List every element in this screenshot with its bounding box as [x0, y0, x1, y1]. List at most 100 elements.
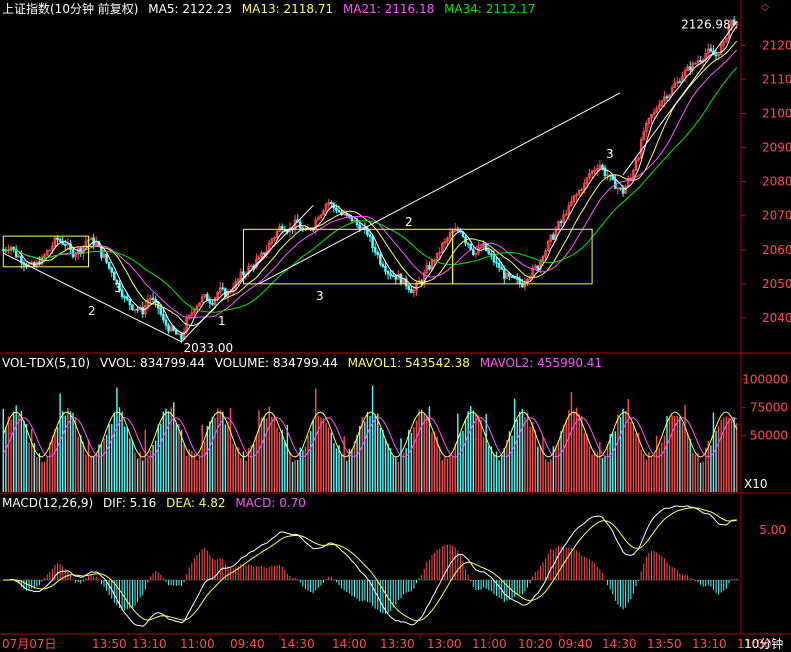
candle-body — [603, 167, 607, 176]
candle-body — [198, 302, 201, 307]
price-tick-label: 2100 — [762, 106, 791, 120]
macd-tick-label: 5.00 — [759, 523, 786, 537]
mavol1-line — [2, 411, 738, 458]
price-tick-label: 2110 — [762, 72, 791, 86]
candle-body — [428, 265, 431, 270]
candle-body — [541, 255, 545, 261]
candle-body — [660, 100, 664, 106]
candle-body — [502, 269, 506, 279]
candle-body — [706, 48, 710, 54]
candle-body — [469, 243, 473, 251]
mavol2-line — [2, 417, 737, 458]
candle-body — [479, 247, 483, 249]
trend-line — [3, 252, 182, 343]
high-price-label: 2126.98 — [681, 17, 731, 31]
candle-body — [585, 177, 589, 184]
candle-body — [474, 252, 478, 255]
consolidation-box — [452, 228, 593, 285]
candle-body — [663, 96, 666, 102]
candle-body — [595, 168, 599, 171]
candle-body — [133, 308, 137, 311]
macd-indicator-name: MACD(12,26,9) — [2, 496, 94, 510]
volume-tick-label: 75000 — [750, 400, 788, 414]
candle-body — [379, 254, 382, 265]
price-tick-label: 2060 — [762, 243, 791, 257]
wave-label: 1 — [218, 314, 226, 328]
volume-panel-header: VOL-TDX(5,10) VVOL: 834799.44 VOLUME: 83… — [2, 355, 608, 371]
candle-body — [647, 117, 651, 124]
candle-body — [151, 297, 155, 300]
candle-body — [482, 242, 485, 248]
volume-multiplier-label: X10 — [744, 477, 768, 491]
candle-body — [322, 210, 325, 216]
candle-body — [559, 221, 563, 224]
ma5-line — [3, 25, 738, 335]
candle-body — [190, 312, 194, 316]
candle-body — [53, 237, 57, 247]
candle-body — [128, 298, 132, 306]
price-tick-label: 2050 — [762, 277, 791, 291]
macd-panel-header: MACD(12,26,9) DIF: 5.16 DEA: 4.82 MACD: … — [2, 495, 312, 511]
candle-body — [94, 241, 98, 246]
candle-body — [471, 249, 475, 255]
candle-body — [616, 187, 620, 190]
candle-body — [162, 313, 165, 321]
candle-body — [9, 246, 13, 251]
diamond-marker-icon[interactable]: ◇ — [761, 2, 769, 13]
candle-body — [149, 297, 152, 301]
price-tick-label: 2070 — [762, 209, 791, 223]
candle-body — [394, 275, 398, 280]
x-axis-label: 13:10 — [692, 637, 727, 651]
candle-body — [216, 292, 219, 299]
candle-body — [611, 175, 615, 181]
candle-body — [688, 66, 692, 71]
candle-body — [676, 81, 679, 84]
ma13-line — [3, 40, 738, 327]
candle-body — [113, 271, 116, 281]
candle-body — [722, 41, 726, 46]
candle-body — [211, 302, 214, 305]
candle-body — [694, 62, 697, 65]
candle-body — [552, 234, 555, 240]
ma13-readout: MA13: 2118.71 — [241, 2, 334, 16]
candle-body — [159, 307, 163, 315]
candle-body — [373, 247, 377, 253]
price-tick-label: 2120 — [762, 38, 791, 52]
candle-body — [510, 275, 514, 278]
candle-body — [399, 273, 403, 284]
x-axis-label: 13:00 — [427, 637, 462, 651]
candle-body — [717, 54, 720, 57]
candle-body — [719, 44, 723, 55]
candle-body — [598, 164, 602, 170]
candle-body — [441, 242, 444, 253]
candle-body — [236, 278, 240, 283]
candle-body — [621, 188, 625, 194]
x-axis-label: 11:00 — [737, 637, 772, 651]
candle-body — [376, 251, 380, 256]
candle-body — [125, 296, 129, 300]
candle-body — [495, 261, 498, 264]
candle-body — [324, 204, 328, 212]
x-axis-label: 09:40 — [558, 637, 593, 651]
candle-body — [260, 252, 263, 258]
candle-body — [466, 242, 470, 245]
candle-body — [40, 256, 44, 265]
candle-body — [58, 239, 62, 242]
candle-body — [123, 296, 126, 299]
candle-body — [131, 304, 134, 311]
candle-body — [239, 271, 243, 280]
candle-body — [384, 266, 387, 272]
candle-body — [438, 251, 442, 254]
x-axis-label: 11:00 — [472, 637, 507, 651]
candle-body — [249, 265, 253, 268]
x-axis-label: 10:20 — [518, 637, 553, 651]
candle-body — [577, 190, 581, 196]
candle-body — [601, 164, 604, 169]
candle-body — [606, 174, 609, 177]
candle-body — [206, 294, 209, 302]
candle-body — [102, 253, 106, 258]
candle-body — [89, 237, 93, 241]
candle-body — [193, 309, 196, 314]
x-axis-label: 11:00 — [180, 637, 215, 651]
